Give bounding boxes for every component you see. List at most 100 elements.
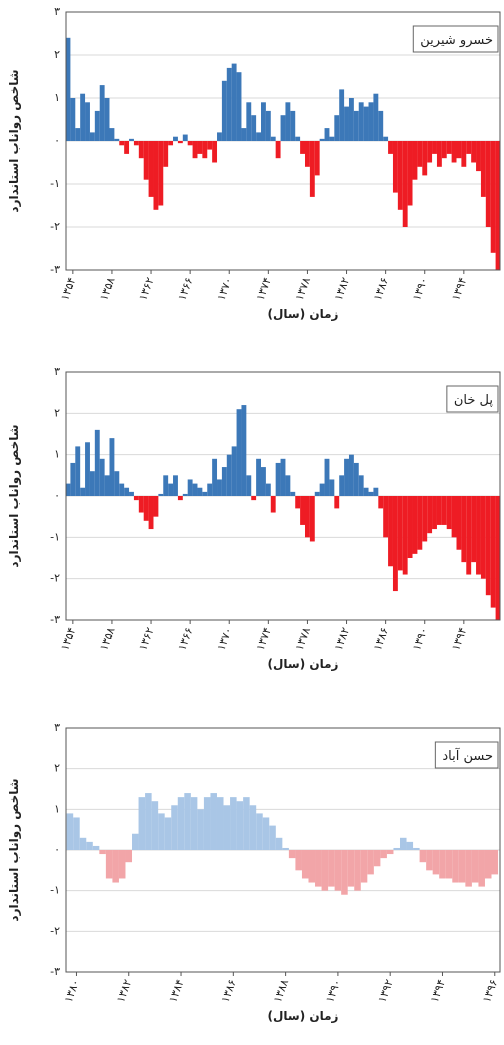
y-tick-label: -۱ [50,884,60,897]
bar [173,137,178,141]
bar [271,496,276,513]
y-tick-label: ۱ [54,448,60,461]
bar [398,496,403,570]
bar [466,141,471,154]
y-tick-label: ۲ [54,762,60,775]
bar [378,111,383,141]
y-tick-label: -۳ [50,263,60,276]
bar [339,475,344,496]
bar [134,496,139,500]
bar [246,475,251,496]
bar [163,141,168,167]
x-tick-label: ۱۳۶۶ [175,626,195,653]
bar [191,797,198,850]
bar [465,850,472,887]
bar [437,496,442,525]
y-axis-title: شاخص رواناب استاندارد [7,778,22,921]
x-tick-label: ۱۳۵۴ [58,276,78,303]
bar [426,850,433,870]
y-tick-label: ۰ [54,843,60,856]
x-tick-label: ۱۳۷۰ [215,626,235,653]
bar [256,459,261,496]
bar [329,137,334,141]
bar [413,848,420,850]
y-tick-label: -۱ [50,177,60,190]
bar [378,496,383,508]
bar [202,141,207,158]
y-tick-label: ۰ [54,134,60,147]
x-tick-label: ۱۳۹۶ [480,978,500,1005]
bar [308,850,315,883]
bar [367,850,374,874]
bar [310,141,315,197]
bar [433,850,440,874]
x-tick-label: ۱۳۸۲ [332,626,352,653]
bar [204,797,211,850]
bar [105,475,110,496]
bar [105,98,110,141]
bar [300,141,305,154]
bar [334,496,339,508]
bar [153,496,158,517]
bar [417,141,422,167]
bar [149,496,154,529]
bar [427,141,432,163]
bar [364,107,369,141]
bar [90,132,95,141]
bar [152,801,159,850]
bar [256,813,263,850]
x-tick-label: ۱۳۸۸ [271,978,291,1005]
bar [447,141,452,154]
bar [106,850,113,878]
bar [466,496,471,575]
bar [290,492,295,496]
bar [407,842,414,850]
y-tick-label: ۲ [54,406,60,419]
bar [344,107,349,141]
chart-panel: -۳-۲-۱۰۱۲۳۱۳۵۴۱۳۵۸۱۳۶۲۱۳۶۶۱۳۷۰۱۳۷۴۱۳۷۸۱۳… [7,365,500,671]
x-tick-label: ۱۳۸۲ [332,276,352,303]
x-tick-label: ۱۳۸۶ [371,276,391,303]
bar [132,834,139,850]
bar [295,850,302,870]
bar [383,496,388,537]
bar [232,446,237,496]
bar [413,141,418,180]
bar [380,850,387,858]
x-tick-label: ۱۳۶۲ [136,276,156,303]
bar [413,496,418,554]
x-tick-label: ۱۳۹۰ [410,626,430,653]
bar [212,459,217,496]
bar [354,463,359,496]
bar [295,496,300,508]
bar [222,81,227,141]
bar [124,141,129,154]
x-tick-label: ۱۳۹۰ [323,978,343,1005]
x-tick-label: ۱۳۷۴ [254,276,274,303]
x-tick-label: ۱۳۶۲ [136,626,156,653]
bar [237,409,242,496]
bar [452,850,459,883]
bar [420,850,427,862]
bar [315,492,320,496]
bar [457,496,462,550]
bar [241,128,246,141]
bar [400,838,407,850]
bar [178,496,183,500]
bar [212,141,217,163]
bar [432,496,437,529]
bar [305,496,310,537]
bar [447,496,452,529]
station-label: حسن آباد [442,747,493,764]
x-axis-title: زمان (سال) [268,307,339,321]
bar [109,128,114,141]
bar [461,141,466,167]
bar [261,102,266,141]
bar [173,475,178,496]
bar [207,484,212,496]
bar [305,141,310,167]
bar [354,111,359,141]
x-tick-label: ۱۳۵۸ [97,626,117,653]
bar [285,475,290,496]
